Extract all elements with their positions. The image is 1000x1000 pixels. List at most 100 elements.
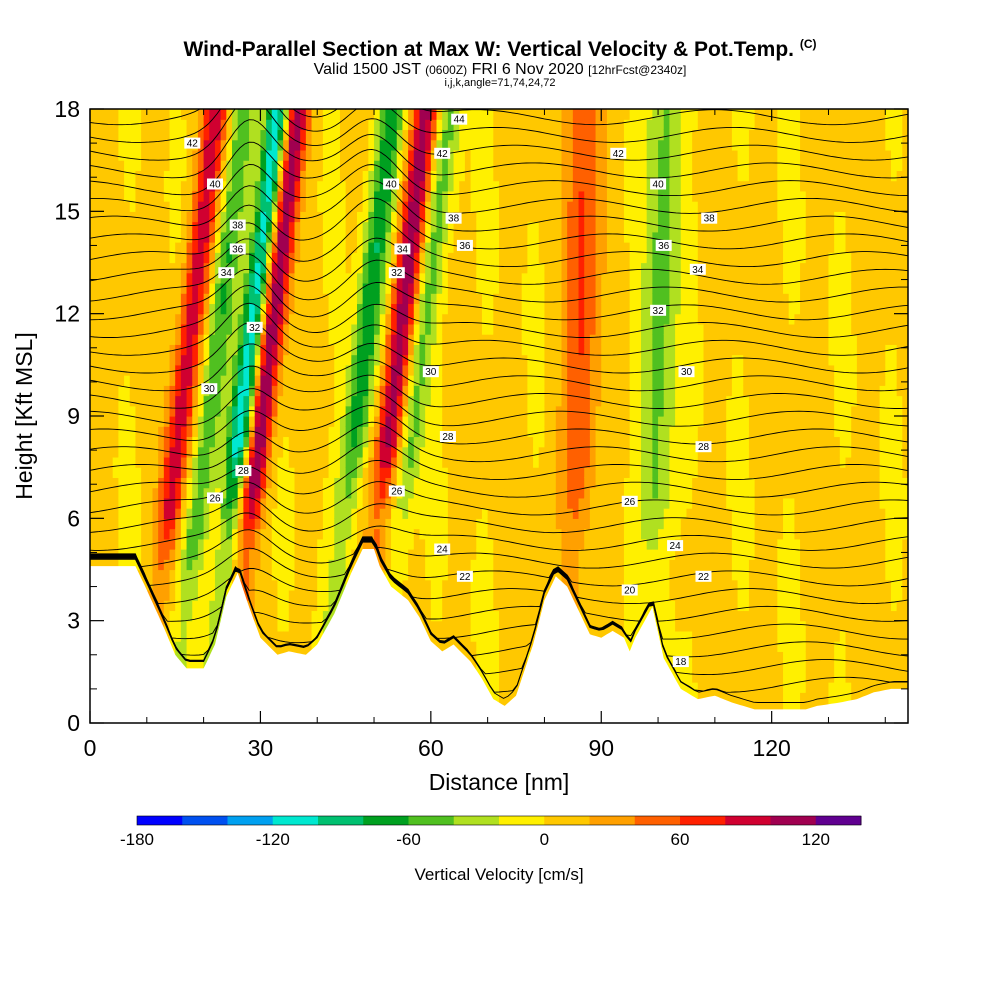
w-cell bbox=[345, 334, 352, 345]
w-cell bbox=[521, 559, 528, 571]
w-cell bbox=[169, 109, 176, 120]
w-cell bbox=[129, 364, 137, 376]
w-cell bbox=[283, 549, 290, 560]
w-cell bbox=[175, 129, 182, 141]
w-cell bbox=[430, 282, 438, 294]
w-cell bbox=[374, 313, 381, 325]
w-cell bbox=[243, 456, 250, 468]
w-cell bbox=[493, 385, 500, 397]
w-cell bbox=[356, 446, 364, 458]
w-cell bbox=[368, 538, 375, 550]
w-cell bbox=[203, 569, 210, 581]
w-cell bbox=[408, 129, 415, 141]
w-cell bbox=[305, 242, 313, 253]
w-cell bbox=[124, 221, 131, 233]
w-cell bbox=[243, 508, 250, 519]
w-cell bbox=[413, 446, 421, 458]
w-cell bbox=[95, 119, 102, 131]
w-cell bbox=[277, 201, 284, 212]
w-cell bbox=[487, 334, 494, 345]
w-cell bbox=[464, 497, 472, 509]
w-cell bbox=[550, 109, 557, 120]
w-cell bbox=[516, 262, 523, 274]
w-cell bbox=[453, 149, 460, 161]
w-cell bbox=[362, 497, 369, 509]
w-cell bbox=[447, 518, 455, 530]
w-cell bbox=[141, 313, 148, 325]
w-cell bbox=[521, 109, 528, 120]
w-cell bbox=[175, 426, 182, 438]
w-cell bbox=[362, 149, 369, 161]
w-cell bbox=[112, 477, 119, 489]
w-cell bbox=[305, 375, 313, 386]
w-cell bbox=[345, 262, 352, 274]
w-cell bbox=[288, 170, 296, 182]
w-cell bbox=[504, 129, 511, 141]
w-cell bbox=[487, 375, 494, 386]
w-cell bbox=[141, 149, 148, 161]
w-cell bbox=[95, 334, 102, 345]
w-cell bbox=[419, 303, 426, 315]
w-cell bbox=[186, 180, 193, 192]
w-cell bbox=[112, 416, 119, 427]
w-cell bbox=[339, 313, 347, 325]
w-cell bbox=[328, 610, 335, 622]
w-cell bbox=[192, 405, 199, 417]
w-cell bbox=[499, 364, 506, 376]
w-cell bbox=[112, 395, 119, 407]
w-cell bbox=[226, 139, 233, 151]
w-cell bbox=[544, 344, 551, 356]
w-cell bbox=[499, 620, 506, 632]
w-cell bbox=[300, 272, 307, 284]
w-cell bbox=[322, 262, 330, 274]
w-cell bbox=[328, 139, 335, 151]
w-cell bbox=[345, 569, 352, 581]
w-cell bbox=[180, 610, 188, 622]
w-cell bbox=[470, 293, 477, 305]
w-cell bbox=[470, 139, 477, 151]
w-cell bbox=[442, 231, 449, 243]
w-cell bbox=[294, 211, 301, 223]
w-cell bbox=[237, 456, 244, 468]
w-cell bbox=[107, 497, 114, 509]
w-cell bbox=[300, 180, 307, 192]
w-cell bbox=[396, 528, 404, 540]
w-cell bbox=[277, 569, 284, 581]
w-cell bbox=[300, 549, 307, 560]
w-cell bbox=[260, 559, 267, 571]
w-cell bbox=[271, 129, 279, 141]
w-cell bbox=[504, 385, 511, 397]
w-cell bbox=[203, 620, 210, 632]
w-cell bbox=[442, 385, 449, 397]
w-cell bbox=[260, 170, 267, 182]
w-cell bbox=[430, 160, 438, 171]
w-cell bbox=[374, 385, 381, 397]
w-cell bbox=[311, 313, 318, 325]
w-cell bbox=[510, 405, 517, 417]
w-cell bbox=[266, 201, 273, 212]
w-cell bbox=[533, 487, 540, 499]
w-cell bbox=[271, 323, 279, 335]
w-cell bbox=[283, 508, 290, 519]
w-cell bbox=[311, 282, 318, 294]
w-cell bbox=[237, 190, 244, 202]
w-cell bbox=[419, 242, 426, 253]
w-cell bbox=[283, 313, 290, 325]
w-cell bbox=[521, 508, 528, 519]
w-cell bbox=[499, 589, 506, 601]
w-cell bbox=[305, 262, 313, 274]
w-cell bbox=[385, 344, 392, 356]
w-cell bbox=[396, 201, 404, 212]
w-cell bbox=[408, 416, 415, 427]
w-cell bbox=[146, 149, 154, 161]
w-cell bbox=[169, 508, 176, 519]
w-cell bbox=[214, 221, 222, 233]
w-cell bbox=[339, 293, 347, 305]
w-cell bbox=[447, 487, 455, 499]
w-cell bbox=[362, 528, 369, 540]
w-cell bbox=[266, 149, 273, 161]
w-cell bbox=[334, 426, 341, 438]
w-cell bbox=[328, 293, 335, 305]
w-cell bbox=[351, 497, 358, 509]
w-cell bbox=[186, 661, 193, 673]
